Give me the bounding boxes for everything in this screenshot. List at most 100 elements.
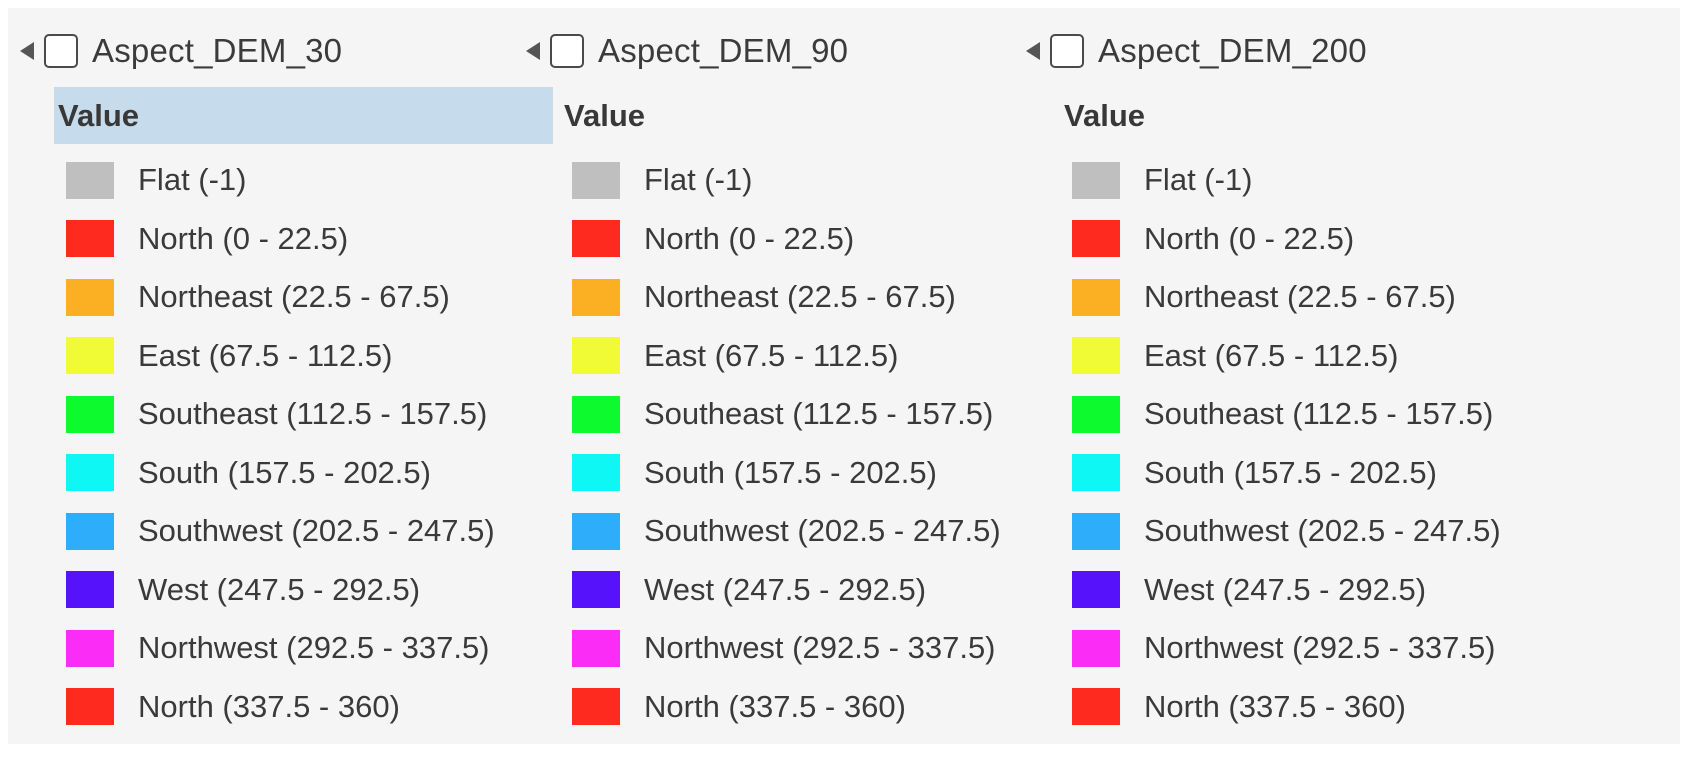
legend-item-label: North (337.5 - 360) [1144, 688, 1406, 724]
legend-item[interactable]: Southwest (202.5 - 247.5) [1072, 502, 1559, 561]
legend-item-label: Flat (-1) [644, 162, 753, 198]
collapse-triangle-icon[interactable] [526, 42, 540, 60]
color-swatch[interactable] [1072, 220, 1120, 258]
legend-item[interactable]: West (247.5 - 292.5) [572, 561, 1059, 620]
value-field-header[interactable]: Value [564, 97, 645, 133]
color-swatch[interactable] [66, 629, 114, 667]
color-swatch[interactable] [572, 688, 620, 726]
legend-item[interactable]: Southwest (202.5 - 247.5) [66, 502, 553, 561]
color-swatch[interactable] [572, 337, 620, 375]
visibility-checkbox[interactable] [550, 34, 584, 68]
legend-item-label: North (0 - 22.5) [644, 220, 855, 256]
color-swatch[interactable] [1072, 688, 1120, 726]
color-swatch[interactable] [572, 278, 620, 316]
legend-item[interactable]: Flat (-1) [66, 151, 553, 210]
color-swatch[interactable] [66, 454, 114, 492]
legend-item[interactable]: West (247.5 - 292.5) [66, 561, 553, 620]
value-field-header[interactable]: Value [1064, 97, 1145, 133]
legend-item-label: Southwest (202.5 - 247.5) [644, 513, 1001, 549]
legend-item-label: East (67.5 - 112.5) [138, 337, 393, 373]
legend-item-label: South (157.5 - 202.5) [1144, 454, 1437, 490]
legend-item[interactable]: South (157.5 - 202.5) [66, 444, 553, 503]
color-swatch[interactable] [66, 395, 114, 433]
legend-item-label: Southeast (112.5 - 157.5) [1144, 396, 1494, 432]
color-swatch[interactable] [572, 454, 620, 492]
legend-item[interactable]: Northeast (22.5 - 67.5) [66, 268, 553, 327]
legend-item[interactable]: North (0 - 22.5) [572, 210, 1059, 269]
legend-item-label: South (157.5 - 202.5) [644, 454, 937, 490]
legend-item-label: West (247.5 - 292.5) [644, 571, 927, 607]
color-swatch[interactable] [66, 220, 114, 258]
legend-item-label: North (0 - 22.5) [138, 220, 349, 256]
legend-item[interactable]: Northeast (22.5 - 67.5) [1072, 268, 1559, 327]
legend-item-label: North (0 - 22.5) [1144, 220, 1355, 256]
color-swatch[interactable] [66, 278, 114, 316]
legend-item-label: Flat (-1) [1144, 162, 1253, 198]
color-swatch[interactable] [66, 337, 114, 375]
color-swatch[interactable] [66, 571, 114, 609]
legend-item[interactable]: North (337.5 - 360) [66, 678, 553, 737]
legend-item[interactable]: Southwest (202.5 - 247.5) [572, 502, 1059, 561]
color-swatch[interactable] [572, 512, 620, 550]
color-swatch[interactable] [66, 161, 114, 199]
color-swatch[interactable] [1072, 395, 1120, 433]
legend-item[interactable]: Northwest (292.5 - 337.5) [66, 619, 553, 678]
collapse-triangle-icon[interactable] [20, 42, 34, 60]
layer-header[interactable]: Aspect_DEM_90 [514, 22, 1059, 80]
layer-header[interactable]: Aspect_DEM_30 [8, 22, 553, 80]
legend-item[interactable]: Flat (-1) [1072, 151, 1559, 210]
collapse-triangle-icon[interactable] [1026, 42, 1040, 60]
legend-item[interactable]: North (0 - 22.5) [66, 210, 553, 269]
contents-panel: Aspect_DEM_30 Value Flat (-1) North (0 - … [8, 8, 1680, 744]
color-swatch[interactable] [1072, 571, 1120, 609]
legend-item[interactable]: East (67.5 - 112.5) [1072, 327, 1559, 386]
legend-items: Flat (-1) North (0 - 22.5) Northeast (22.5… [66, 151, 553, 736]
color-swatch[interactable] [1072, 454, 1120, 492]
color-swatch[interactable] [1072, 161, 1120, 199]
legend-item[interactable]: North (337.5 - 360) [1072, 678, 1559, 737]
color-swatch[interactable] [572, 571, 620, 609]
layer-name: Aspect_DEM_30 [92, 32, 343, 69]
color-swatch[interactable] [572, 629, 620, 667]
legend-item[interactable]: Southeast (112.5 - 157.5) [572, 385, 1059, 444]
legend-item[interactable]: East (67.5 - 112.5) [66, 327, 553, 386]
color-swatch[interactable] [1072, 278, 1120, 316]
layer-aspect-dem-90: Aspect_DEM_90 Value Flat (-1) North (0 - … [514, 22, 1059, 736]
legend-item-label: Northeast (22.5 - 67.5) [644, 279, 956, 315]
legend-item-label: Northwest (292.5 - 337.5) [1144, 630, 1496, 666]
visibility-checkbox[interactable] [1050, 34, 1084, 68]
legend-item[interactable]: South (157.5 - 202.5) [1072, 444, 1559, 503]
legend-item[interactable]: North (0 - 22.5) [1072, 210, 1559, 269]
legend-item-label: Northeast (22.5 - 67.5) [138, 279, 450, 315]
legend-item-label: South (157.5 - 202.5) [138, 454, 431, 490]
visibility-checkbox[interactable] [44, 34, 78, 68]
layer-name: Aspect_DEM_200 [1098, 32, 1367, 69]
legend-item[interactable]: Southeast (112.5 - 157.5) [66, 385, 553, 444]
legend-item[interactable]: South (157.5 - 202.5) [572, 444, 1059, 503]
legend-item[interactable]: Northwest (292.5 - 337.5) [572, 619, 1059, 678]
legend-item[interactable]: Northwest (292.5 - 337.5) [1072, 619, 1559, 678]
legend-item-label: Southeast (112.5 - 157.5) [644, 396, 994, 432]
legend-item[interactable]: Flat (-1) [572, 151, 1059, 210]
legend-item-label: North (337.5 - 360) [138, 688, 400, 724]
legend-item-label: East (67.5 - 112.5) [644, 337, 899, 373]
legend-item[interactable]: West (247.5 - 292.5) [1072, 561, 1559, 620]
color-swatch[interactable] [572, 161, 620, 199]
legend-item-label: West (247.5 - 292.5) [138, 571, 421, 607]
color-swatch[interactable] [1072, 337, 1120, 375]
color-swatch[interactable] [66, 512, 114, 550]
color-swatch[interactable] [572, 220, 620, 258]
legend-item[interactable]: Southeast (112.5 - 157.5) [1072, 385, 1559, 444]
color-swatch[interactable] [66, 688, 114, 726]
color-swatch[interactable] [1072, 512, 1120, 550]
legend-item[interactable]: East (67.5 - 112.5) [572, 327, 1059, 386]
layer-header[interactable]: Aspect_DEM_200 [1014, 22, 1559, 80]
value-field-header[interactable]: Value [54, 87, 553, 144]
layer-aspect-dem-200: Aspect_DEM_200 Value Flat (-1) North (0 -… [1014, 22, 1559, 736]
color-swatch[interactable] [572, 395, 620, 433]
legend-item-label: Southeast (112.5 - 157.5) [138, 396, 488, 432]
legend-item[interactable]: North (337.5 - 360) [572, 678, 1059, 737]
legend-item-label: Northwest (292.5 - 337.5) [138, 630, 490, 666]
color-swatch[interactable] [1072, 629, 1120, 667]
legend-item[interactable]: Northeast (22.5 - 67.5) [572, 268, 1059, 327]
